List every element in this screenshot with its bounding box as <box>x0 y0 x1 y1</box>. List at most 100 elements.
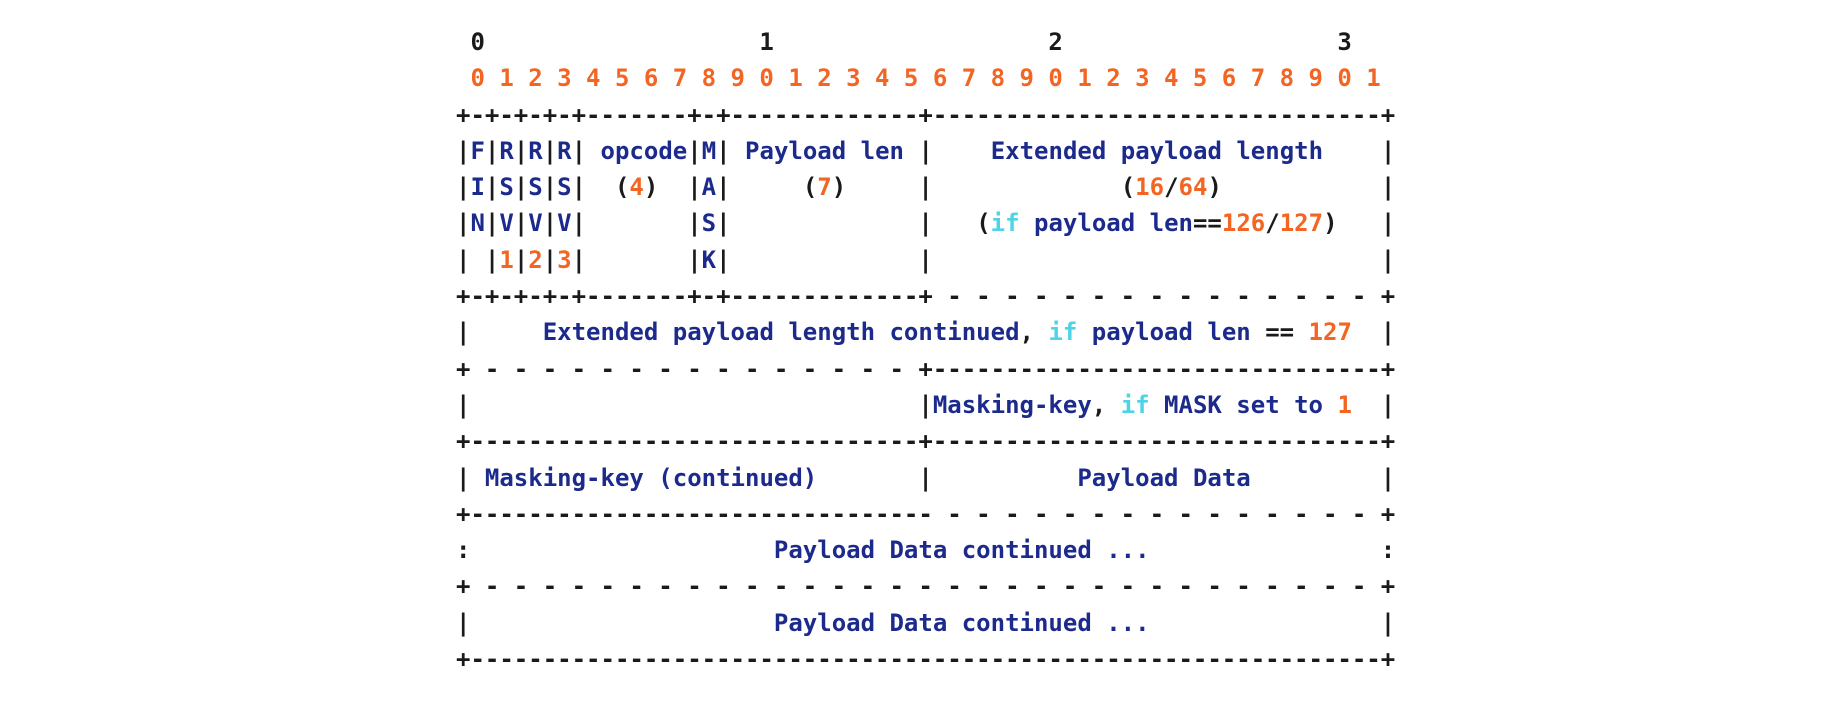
diagram-text-segment: if <box>1048 318 1078 347</box>
diagram-row: +-+-+-+-+-------+-+-------------+-------… <box>456 97 1395 133</box>
diagram-text-segment: payload len <box>1034 209 1193 238</box>
diagram-row: | Extended payload length continued, if … <box>456 314 1395 350</box>
diagram-text-segment: | <box>687 136 702 165</box>
diagram-text-segment: 127 <box>1308 318 1352 347</box>
diagram-text-segment: N <box>470 209 485 238</box>
websocket-frame-diagram: 0 1 2 3 0 1 2 3 4 5 6 7 8 9 0 1 2 3 4 5 … <box>456 24 1395 677</box>
diagram-text-segment: +-------------------------------- - - - … <box>456 499 1396 528</box>
diagram-text-segment: Payload len <box>745 136 904 165</box>
diagram-text-segment: | <box>456 463 485 492</box>
diagram-text-segment: 3 <box>557 245 572 274</box>
diagram-text-segment: I <box>470 173 485 202</box>
diagram-row: + - - - - - - - - - - - - - - - +-------… <box>456 351 1395 387</box>
diagram-text-segment: | <box>1323 136 1396 165</box>
diagram-text-segment: Payload Data <box>1077 463 1251 492</box>
diagram-text-segment: | <box>513 245 529 274</box>
diagram-text-segment: ) | <box>643 173 702 202</box>
diagram-text-segment: +---------------------------------------… <box>456 645 1396 674</box>
diagram-text-segment: == <box>1192 209 1222 238</box>
diagram-text-segment: 126 <box>1221 209 1266 238</box>
diagram-text-segment: Masking-key <box>932 390 1092 419</box>
diagram-text-segment: 16 <box>1135 173 1165 202</box>
diagram-text-segment: S <box>557 173 572 202</box>
diagram-text-segment: A <box>701 173 717 202</box>
diagram-row: | Payload Data continued ... | <box>456 605 1395 641</box>
diagram-row: +-------------------------------- - - - … <box>456 496 1395 532</box>
diagram-text-segment: | <box>456 318 543 347</box>
diagram-text-segment: | <box>716 136 746 165</box>
diagram-text-segment: : <box>1149 536 1396 565</box>
diagram-text-segment <box>1150 391 1164 419</box>
diagram-text-segment: K <box>701 245 717 274</box>
diagram-text-segment: payload len <box>1091 318 1251 347</box>
diagram-text-segment: | <box>542 209 558 238</box>
diagram-text-segment <box>1020 209 1034 237</box>
diagram-text-segment: S <box>528 173 543 202</box>
diagram-text-segment: Masking-key (continued) <box>484 463 818 492</box>
diagram-text-segment: | <box>456 209 471 238</box>
diagram-text-segment: 0 1 2 3 <box>456 28 1352 56</box>
diagram-text-segment: V <box>557 209 572 238</box>
diagram-text-segment: | | <box>571 209 702 238</box>
diagram-text-segment: | <box>513 173 529 202</box>
diagram-text-segment: + - - - - - - - - - - - - - - - - - - - … <box>456 572 1396 601</box>
diagram-text-segment: +-+-+-+-+-------+-+-------------+ - - - … <box>456 282 1396 311</box>
diagram-text-segment: 127 <box>1279 209 1324 238</box>
diagram-row: +---------------------------------------… <box>456 641 1395 677</box>
diagram-text-segment: 4 <box>629 173 644 202</box>
diagram-text-segment: | <box>456 136 471 165</box>
diagram-text-segment: MASK set to <box>1164 390 1323 419</box>
diagram-text-segment: | <box>542 245 558 274</box>
diagram-row: |F|R|R|R| opcode|M| Payload len | Extend… <box>456 133 1395 169</box>
diagram-text-segment: 2 <box>528 245 543 274</box>
diagram-text-segment: / <box>1164 173 1179 202</box>
diagram-text-segment: if <box>1120 390 1150 419</box>
diagram-text-segment: 7 <box>817 173 832 202</box>
diagram-text-segment: == <box>1250 318 1309 347</box>
diagram-text-segment: | <box>1149 608 1396 637</box>
diagram-row: | |Masking-key, if MASK set to 1 | <box>456 387 1395 423</box>
diagram-text-segment: Extended payload length <box>990 136 1324 165</box>
diagram-text-segment: | <box>513 209 529 238</box>
diagram-text-segment: S <box>701 209 717 238</box>
diagram-text-segment: ) | <box>1207 173 1396 202</box>
diagram-text-segment: | | | <box>716 245 1396 274</box>
diagram-text-segment: + - - - - - - - - - - - - - - - +-------… <box>456 354 1396 383</box>
diagram-text-segment <box>1077 318 1091 346</box>
diagram-text-segment: | <box>456 608 774 637</box>
diagram-text-segment: R <box>528 136 543 165</box>
diagram-text-segment: Payload Data continued ... <box>773 536 1150 565</box>
diagram-text-segment: ) | ( <box>831 173 1136 202</box>
diagram-text-segment <box>1323 391 1337 419</box>
diagram-text-segment: +-+-+-+-+-------+-+-------------+-------… <box>456 100 1396 129</box>
diagram-text-segment: | <box>542 173 558 202</box>
diagram-text-segment: +-------------------------------+-------… <box>456 427 1396 456</box>
diagram-text-segment: V <box>499 209 514 238</box>
diagram-text-segment: V <box>528 209 543 238</box>
diagram-text-segment: | | ( <box>716 209 991 238</box>
diagram-row: | Masking-key (continued) | Payload Data… <box>456 460 1395 496</box>
diagram-row: +-+-+-+-+-------+-+-------------+ - - - … <box>456 278 1395 314</box>
diagram-row: |I|S|S|S| (4) |A| (7) | (16/64) | <box>456 169 1395 205</box>
diagram-text-segment: | ( <box>571 173 630 202</box>
diagram-text-segment: | <box>484 173 500 202</box>
diagram-text-segment: | <box>817 463 1078 492</box>
bit-index-row: 0 1 2 3 4 5 6 7 8 9 0 1 2 3 4 5 6 7 8 9 … <box>456 60 1395 96</box>
diagram-text-segment: | <box>456 173 471 202</box>
diagram-text-segment: Extended payload length continued <box>542 318 1020 347</box>
diagram-text-segment: : <box>456 536 774 565</box>
diagram-row: + - - - - - - - - - - - - - - - - - - - … <box>456 568 1395 604</box>
diagram-row: | |1|2|3| |K| | | <box>456 242 1395 278</box>
diagram-text-segment: R <box>499 136 514 165</box>
octet-index-row: 0 1 2 3 <box>456 24 1395 60</box>
diagram-text-segment: , <box>1019 318 1049 347</box>
diagram-row: : Payload Data continued ... : <box>456 532 1395 568</box>
diagram-text-segment: | | <box>571 245 702 274</box>
diagram-text-segment: | <box>1351 318 1396 347</box>
diagram-text-segment: | ( <box>716 173 818 202</box>
diagram-text-segment: | <box>484 136 500 165</box>
diagram-row: |N|V|V|V| |S| | (if payload len==126/127… <box>456 205 1395 241</box>
diagram-text-segment: 1 <box>1337 390 1352 419</box>
diagram-text-segment: | <box>571 136 601 165</box>
diagram-text-segment: F <box>470 136 485 165</box>
